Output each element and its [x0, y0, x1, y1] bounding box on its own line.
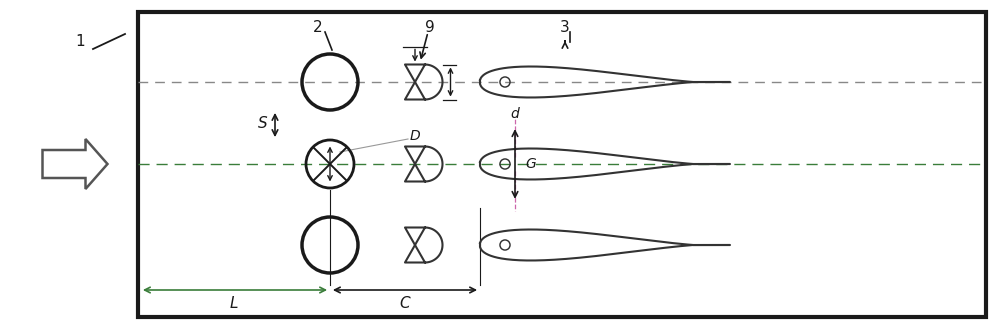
- Text: D: D: [410, 129, 421, 143]
- Text: L: L: [230, 297, 238, 312]
- Text: C: C: [400, 297, 410, 312]
- Text: 2: 2: [313, 20, 323, 35]
- Text: 3: 3: [560, 20, 570, 35]
- Text: S: S: [258, 115, 268, 130]
- Text: d: d: [510, 107, 519, 121]
- FancyArrow shape: [42, 139, 108, 189]
- Text: G: G: [525, 157, 536, 171]
- Bar: [138, 12, 986, 317]
- Text: 9: 9: [425, 20, 435, 35]
- Text: 1: 1: [75, 35, 85, 49]
